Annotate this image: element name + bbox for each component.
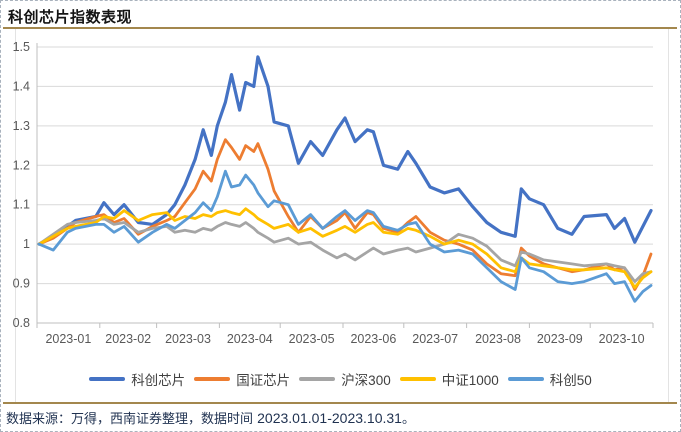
y-axis-tick-label: 1.3 [13,119,30,133]
legend-label: 科创芯片 [131,373,186,388]
legend-label: 国证芯片 [236,373,291,388]
x-axis-tick-label: 2023-05 [289,332,335,346]
legend-label: 中证1000 [441,373,499,388]
y-axis-tick-label: 1.1 [13,198,30,212]
series-line-中证1000 [37,207,653,289]
x-axis-tick-label: 2023-08 [475,332,521,346]
x-axis-tick-label: 2023-07 [412,332,458,346]
title-divider-rule [3,27,677,29]
footer-divider-rule [3,402,677,404]
legend-label: 科创50 [549,373,592,388]
legend-label: 沪深300 [341,373,391,388]
x-axis-tick-label: 2023-10 [599,332,645,346]
legend-item-沪深300: 沪深300 [299,369,391,389]
legend-item-中证1000: 中证1000 [399,369,499,389]
line-chart: 1.5 1.4 1.3 1.2 1.1 1 0.9 0.8 2023-01 2023-02 2023… [13,40,654,346]
source-note-period: 。 [401,412,415,427]
legend-swatch-icon [299,377,336,381]
y-axis-tick-label: 1.4 [13,79,30,93]
table-cell-border-left [15,29,16,403]
legend-swatch-icon [399,377,436,381]
figure-title: 科创芯片指数表现 [8,8,133,26]
x-axis-tick-label: 2023-02 [105,332,151,346]
legend-swatch-icon [89,377,126,381]
x-axis-tick-label: 2023-09 [537,332,583,346]
source-note: 数据来源：万得，西南证券整理，数据时间 2023.01.01-2023.10.3… [6,408,415,427]
x-axis-tick-label: 2023-06 [350,332,396,346]
legend-item-国证芯片: 国证芯片 [194,369,290,389]
x-axis-tick-label: 2023-03 [165,332,211,346]
x-axis-tick-label: 2023-01 [45,332,91,346]
legend-item-科创芯片: 科创芯片 [89,369,185,389]
y-axis-tick-label: 0.8 [13,316,30,330]
y-axis-tick-label: 1 [23,237,30,251]
y-axis-tick-label: 0.9 [13,277,30,291]
series-line-科创50 [37,169,653,303]
table-cell-border-right [668,29,669,403]
legend-item-科创50: 科创50 [507,369,592,389]
x-axis-tick-label: 2023-04 [227,332,273,346]
source-note-daterange: 2023.01.01-2023.10.31 [257,410,402,426]
chart-legend: 科创芯片 国证芯片 沪深300 中证1000 科创50 [1,368,680,390]
legend-swatch-icon [507,377,544,381]
legend-swatch-icon [194,377,231,381]
series-line-科创芯片 [37,55,653,246]
y-axis-tick-label: 1.2 [13,158,30,172]
series-line-沪深300 [37,217,653,284]
source-note-text: 数据来源：万得，西南证券整理，数据时间 [6,412,258,427]
y-axis-tick-label: 1.5 [13,40,30,54]
